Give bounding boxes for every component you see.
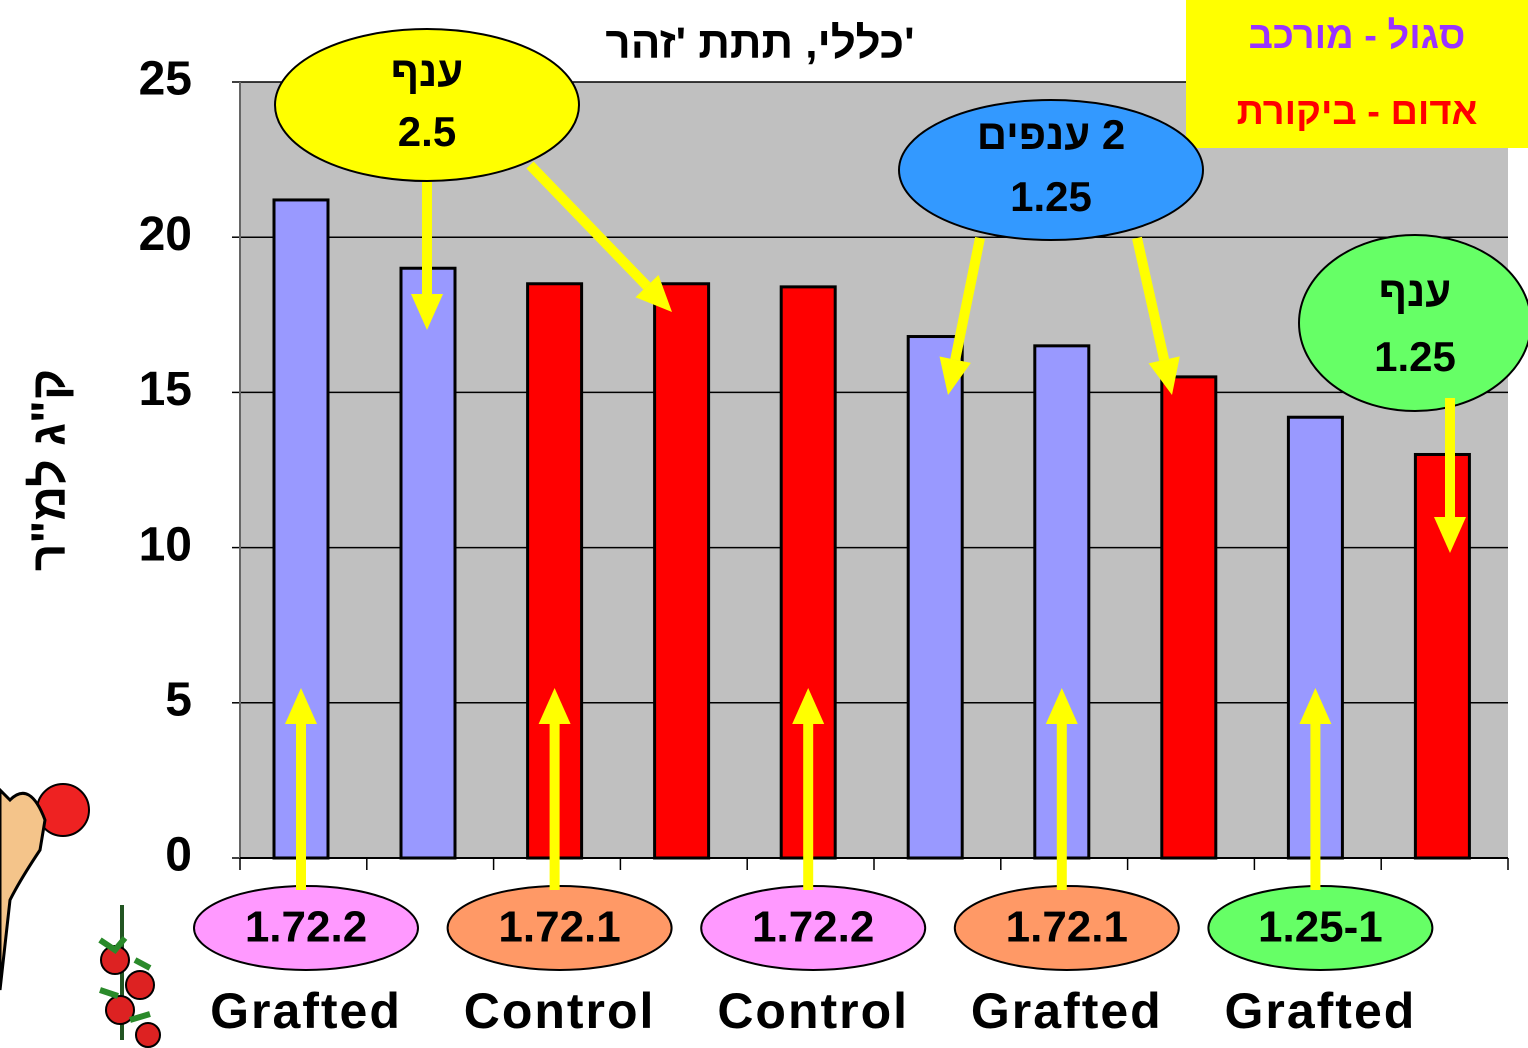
legend-entry: סגול - מורכב [1249, 15, 1466, 57]
arrow-head [538, 688, 571, 724]
decorations [0, 161, 1466, 1048]
category-tag: 1.72.1 [498, 903, 620, 952]
arrow-head [635, 274, 672, 312]
arrow-head [1148, 356, 1180, 395]
bar [653, 282, 711, 860]
arrow-head [939, 356, 971, 395]
arrow-shaft [526, 161, 651, 290]
bar [1413, 452, 1471, 860]
callout-text: 1.25 [1010, 173, 1092, 220]
y-tick-label: 25 [139, 53, 192, 106]
y-tick-label: 15 [139, 363, 192, 416]
bar [1160, 375, 1218, 860]
callout-text: ענף [391, 48, 463, 95]
y-tick-label: 10 [139, 518, 192, 571]
callout-text: 2.5 [398, 108, 456, 155]
y-tick-label: 0 [165, 829, 192, 882]
arrow-head [792, 688, 825, 724]
category-tag: 1.25-1 [1258, 903, 1383, 952]
callout-text: ענף [1379, 268, 1451, 315]
y-tick-label: 20 [139, 208, 192, 261]
x-tick-label: Grafted [1224, 983, 1416, 1039]
arrow-head [285, 688, 317, 724]
x-tick-label: Control [464, 983, 656, 1039]
tomato-art [0, 783, 161, 1048]
x-tick-label: Grafted [210, 983, 402, 1039]
arrow-shaft [950, 237, 985, 361]
arrow-head [1434, 517, 1466, 553]
bar [906, 335, 964, 860]
callout-bubble [898, 99, 1204, 241]
arrow-shaft [1132, 236, 1170, 361]
legend-entry: אדום - ביקורת [1237, 91, 1478, 133]
x-tick-label: Control [717, 983, 909, 1039]
y-tick-label: 5 [165, 673, 192, 726]
x-tick-label: Grafted [971, 983, 1163, 1039]
category-tag: 1.72.1 [1006, 903, 1128, 952]
category-tag: 1.72.2 [245, 903, 367, 952]
category-tag: 1.72.2 [752, 903, 874, 952]
callout-text: 2 ענפים [977, 111, 1126, 158]
bar [399, 266, 457, 860]
legend-box [1186, 0, 1528, 148]
chart-title: כללי, תתת 'זהר' [605, 19, 914, 68]
callout-bubble [1298, 234, 1528, 412]
callout-bubble [274, 28, 580, 182]
callout-text: 1.25 [1374, 333, 1456, 380]
arrow-head [1299, 688, 1332, 724]
arrow-head [411, 294, 443, 330]
y-axis-label: ק"ג למ"ר [23, 369, 76, 571]
arrow-head [1045, 688, 1078, 724]
